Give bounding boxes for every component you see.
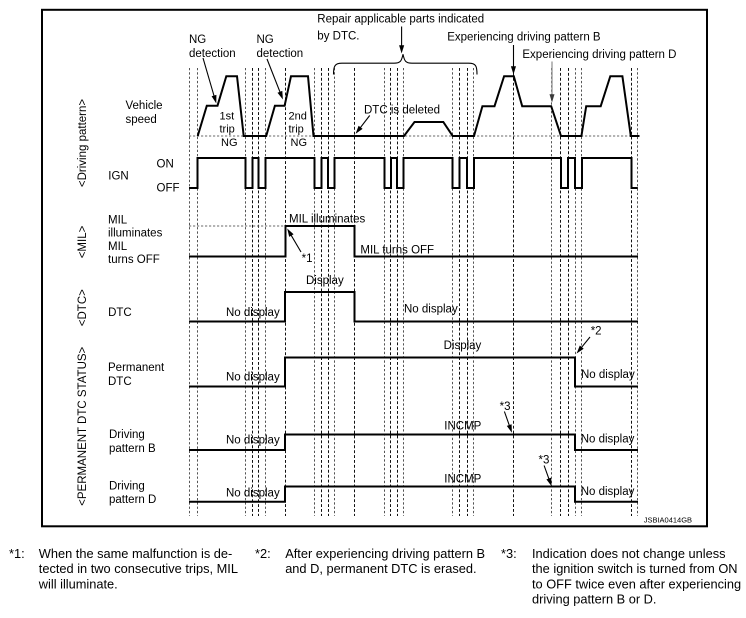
svg-text:Display: Display — [306, 275, 344, 287]
svg-text:Experiencing driving pattern B: Experiencing driving pattern B — [447, 32, 601, 44]
svg-text:speed: speed — [126, 114, 157, 126]
svg-text:No display: No display — [226, 307, 280, 319]
svg-text:INCMP: INCMP — [444, 421, 481, 433]
svg-text:DTC: DTC — [108, 376, 132, 388]
svg-text:MIL: MIL — [108, 241, 128, 253]
svg-text:<DTC>: <DTC> — [77, 289, 89, 326]
svg-text:IGN: IGN — [108, 171, 128, 183]
svg-text:*1: *1 — [302, 253, 313, 265]
svg-text:MIL illuminates: MIL illuminates — [289, 213, 366, 225]
svg-text:No display: No display — [581, 434, 635, 446]
svg-text:1st: 1st — [220, 111, 235, 123]
svg-text:NG: NG — [257, 34, 274, 46]
svg-text:DTC is deleted: DTC is deleted — [364, 105, 440, 117]
svg-text:No display: No display — [226, 488, 280, 500]
svg-text:No display: No display — [226, 435, 280, 447]
svg-text:Indication does not change unl: Indication does not change unless — [532, 546, 726, 561]
svg-text:NG: NG — [221, 137, 238, 149]
svg-text:<MIL>: <MIL> — [77, 225, 89, 258]
svg-text:and D, permanent DTC is erased: and D, permanent DTC is erased. — [285, 561, 476, 576]
svg-text:MIL: MIL — [108, 214, 128, 226]
svg-text:detection: detection — [257, 48, 304, 60]
svg-text:illuminates: illuminates — [108, 228, 163, 240]
svg-text:NG: NG — [189, 34, 206, 46]
svg-text:No display: No display — [404, 304, 458, 316]
svg-text:*3: *3 — [539, 455, 550, 467]
svg-text:trip: trip — [220, 124, 235, 136]
svg-text:turns OFF: turns OFF — [108, 254, 160, 266]
svg-text:Repair applicable parts indica: Repair applicable parts indicated — [317, 14, 484, 26]
svg-text:When the same malfunction is d: When the same malfunction is de- — [39, 546, 232, 561]
svg-text:*1:: *1: — [9, 546, 25, 561]
svg-text:No display: No display — [581, 369, 635, 381]
svg-text:to OFF twice even after experi: to OFF twice even after experiencing — [532, 576, 741, 591]
svg-text:After experiencing driving pat: After experiencing driving pattern B — [285, 546, 485, 561]
svg-text:*2: *2 — [591, 326, 602, 338]
svg-text:DTC: DTC — [108, 307, 132, 319]
svg-text:will illuminate.: will illuminate. — [38, 576, 118, 591]
svg-text:pattern B: pattern B — [109, 443, 156, 455]
svg-text:driving pattern B or D.: driving pattern B or D. — [532, 592, 656, 607]
svg-text:trip: trip — [289, 124, 304, 136]
svg-text:Vehicle: Vehicle — [126, 100, 163, 112]
svg-text:Experiencing driving pattern D: Experiencing driving pattern D — [522, 49, 676, 61]
svg-text:*2:: *2: — [255, 546, 271, 561]
svg-text:NG: NG — [291, 137, 308, 149]
svg-text:2nd: 2nd — [289, 111, 307, 123]
svg-text:by DTC.: by DTC. — [317, 31, 359, 43]
svg-text:pattern D: pattern D — [109, 494, 156, 506]
svg-text:No display: No display — [581, 486, 635, 498]
svg-text:OFF: OFF — [157, 183, 180, 195]
svg-text:the ignition switch is turned: the ignition switch is turned from ON — [532, 561, 738, 576]
svg-text:<PERMANENT DTC STATUS>: <PERMANENT DTC STATUS> — [77, 346, 89, 505]
svg-text:*3: *3 — [500, 401, 511, 413]
svg-text:INCMP: INCMP — [444, 473, 481, 485]
svg-text:<Driving pattern>: <Driving pattern> — [77, 99, 89, 187]
svg-text:Driving: Driving — [109, 481, 145, 493]
svg-text:Permanent: Permanent — [108, 362, 165, 374]
svg-text:No display: No display — [226, 372, 280, 384]
svg-text:Driving: Driving — [109, 429, 145, 441]
svg-text:tected in two consecutive trip: tected in two consecutive trips, MIL — [39, 561, 238, 576]
svg-text:*3:: *3: — [501, 546, 517, 561]
svg-text:Display: Display — [444, 340, 482, 352]
svg-text:detection: detection — [189, 48, 236, 60]
svg-text:MIL turns OFF: MIL turns OFF — [360, 244, 434, 256]
svg-text:JSBIA0414GB: JSBIA0414GB — [644, 516, 692, 525]
svg-text:ON: ON — [157, 158, 174, 170]
